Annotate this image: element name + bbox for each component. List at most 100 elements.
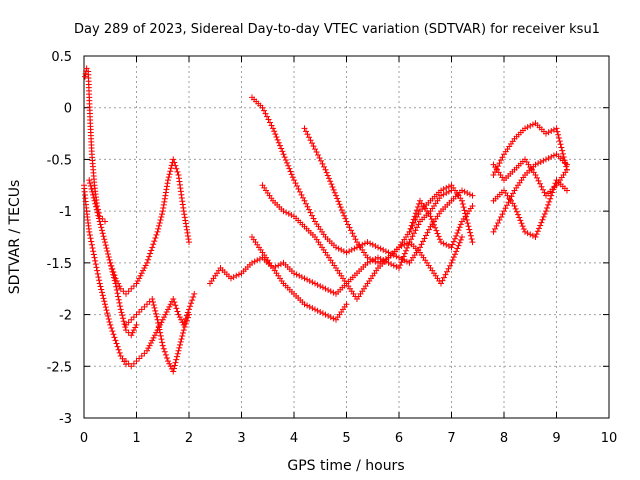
data-point xyxy=(426,226,432,233)
data-point xyxy=(335,198,342,205)
data-point xyxy=(401,257,408,264)
y-tick-label: 0.5 xyxy=(51,50,72,65)
data-point xyxy=(100,295,107,302)
data-point xyxy=(191,290,198,297)
data-point xyxy=(129,329,136,336)
data-point xyxy=(418,241,425,248)
data-point xyxy=(524,230,531,237)
data-point xyxy=(160,345,167,352)
data-point xyxy=(322,166,329,173)
data-point xyxy=(144,347,150,354)
data-point xyxy=(443,184,450,191)
data-point xyxy=(282,157,289,164)
data-point xyxy=(158,319,165,326)
data-point xyxy=(556,138,563,145)
data-point xyxy=(181,214,188,221)
data-point xyxy=(181,211,188,218)
data-point xyxy=(280,208,287,215)
data-point xyxy=(188,300,195,307)
data-point xyxy=(146,342,153,349)
data-point xyxy=(163,308,170,315)
data-point xyxy=(513,208,520,215)
data-point xyxy=(467,232,474,239)
data-point xyxy=(159,339,166,346)
data-point xyxy=(338,246,345,253)
data-point xyxy=(92,257,99,264)
data-point xyxy=(174,353,180,360)
data-point xyxy=(92,261,99,268)
data-point xyxy=(340,248,347,255)
data-point xyxy=(325,287,332,294)
data-point xyxy=(174,308,181,315)
data-point xyxy=(313,149,320,156)
data-point xyxy=(312,146,318,153)
data-point xyxy=(380,246,387,253)
data-point xyxy=(144,301,150,308)
data-point xyxy=(125,288,132,295)
data-point xyxy=(102,301,108,308)
data-point xyxy=(274,136,281,143)
data-point xyxy=(170,296,177,303)
data-point xyxy=(115,346,122,353)
data-point xyxy=(179,332,186,339)
data-point xyxy=(141,303,148,310)
data-point xyxy=(189,297,196,304)
data-point xyxy=(153,231,160,238)
x-tick-label: 2 xyxy=(185,431,193,446)
data-point xyxy=(162,311,169,318)
data-point xyxy=(356,243,363,250)
data-point xyxy=(166,171,173,178)
data-point xyxy=(292,180,299,187)
data-point xyxy=(162,192,169,199)
data-point xyxy=(102,218,108,225)
data-point xyxy=(186,311,192,318)
data-point xyxy=(120,315,126,322)
data-point xyxy=(150,334,157,341)
y-tick-label: -2.5 xyxy=(47,360,72,375)
data-point xyxy=(297,188,303,195)
data-point xyxy=(326,175,332,182)
data-point xyxy=(455,242,462,249)
data-point xyxy=(444,268,450,275)
data-point xyxy=(499,211,506,218)
data-point xyxy=(86,177,93,184)
data-point xyxy=(149,337,156,344)
data-point xyxy=(331,189,338,196)
data-point xyxy=(133,321,140,328)
data-point xyxy=(180,327,187,334)
data-point xyxy=(314,281,321,288)
data-point xyxy=(548,127,555,134)
data-point xyxy=(288,212,295,219)
data-point xyxy=(97,283,104,290)
data-point xyxy=(364,239,371,246)
data-point xyxy=(527,231,534,238)
data-point xyxy=(119,312,126,319)
data-point xyxy=(546,198,553,205)
x-tick-label: 8 xyxy=(500,431,508,446)
data-point xyxy=(330,289,337,296)
data-point xyxy=(423,232,429,239)
data-point xyxy=(443,190,450,197)
data-point xyxy=(317,308,324,315)
data-point xyxy=(88,241,95,248)
data-point xyxy=(133,358,140,365)
data-point xyxy=(547,195,554,202)
data-point xyxy=(493,222,500,229)
data-point xyxy=(415,200,422,207)
data-point xyxy=(141,265,148,272)
data-point xyxy=(380,257,387,264)
data-point xyxy=(413,207,420,214)
data-point xyxy=(306,134,312,141)
data-point xyxy=(157,329,164,336)
data-point xyxy=(301,197,308,204)
data-point xyxy=(555,134,562,141)
data-point xyxy=(185,236,192,243)
data-point xyxy=(230,274,237,281)
data-point xyxy=(496,160,503,167)
data-point xyxy=(130,327,137,334)
data-point xyxy=(447,262,453,269)
data-point xyxy=(443,241,450,248)
data-point xyxy=(453,232,460,239)
data-point xyxy=(109,266,116,273)
data-point xyxy=(334,195,341,202)
